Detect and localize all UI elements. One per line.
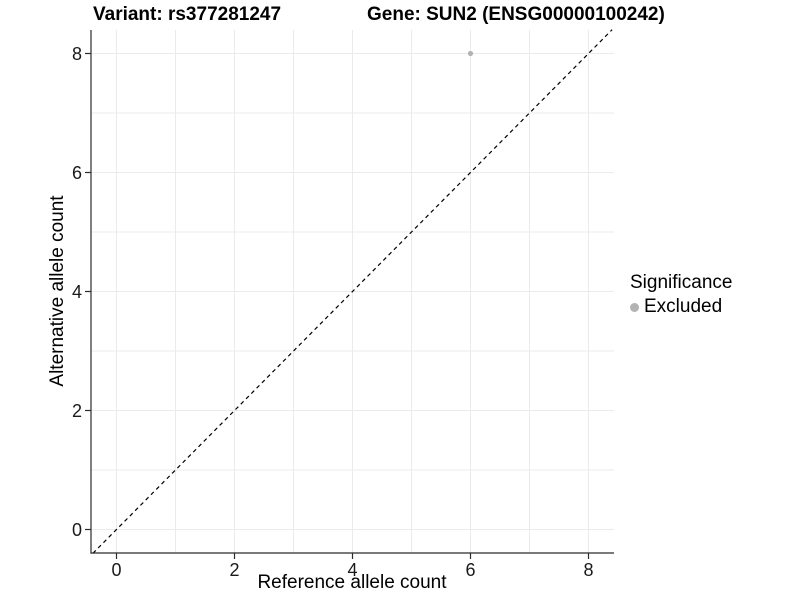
x-axis-label: Reference allele count bbox=[257, 572, 447, 593]
y-tick-label: 6 bbox=[72, 163, 82, 183]
legend-title: Significance bbox=[630, 272, 733, 293]
data-point bbox=[467, 50, 474, 57]
x-tick-label: 4 bbox=[347, 560, 357, 580]
y-tick-label: 8 bbox=[72, 44, 82, 64]
y-tick-label: 4 bbox=[72, 282, 82, 302]
x-tick-label: 8 bbox=[583, 560, 593, 580]
excluded-point-icon bbox=[630, 302, 639, 312]
plot-title-gene: Gene: SUN2 (ENSG00000100242) bbox=[367, 4, 665, 25]
y-tick-label: 2 bbox=[72, 401, 82, 421]
y-axis-label: Alternative allele count bbox=[47, 195, 68, 387]
identity-dashed-line bbox=[92, 29, 613, 554]
legend: Significance Excluded bbox=[630, 272, 732, 318]
x-tick-label: 0 bbox=[111, 560, 121, 580]
plot-title-variant: Variant: rs377281247 bbox=[93, 4, 282, 25]
y-tick-label: 0 bbox=[72, 520, 82, 540]
x-tick-label: 6 bbox=[465, 560, 475, 580]
legend-item-label: Excluded bbox=[644, 296, 723, 317]
x-tick-label: 2 bbox=[229, 560, 239, 580]
legend-item-excluded: Excluded bbox=[630, 296, 732, 318]
